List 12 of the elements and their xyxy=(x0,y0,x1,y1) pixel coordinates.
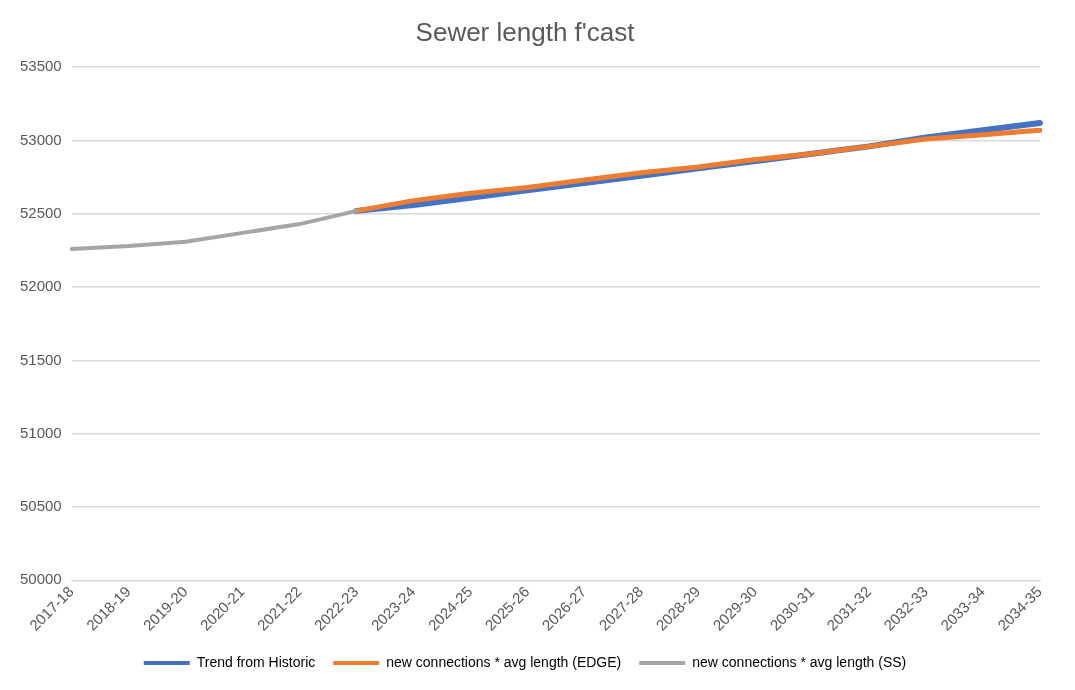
legend-label: new connections * avg length (EDGE) xyxy=(386,653,622,670)
legend-label: new connections * avg length (SS) xyxy=(692,653,907,670)
y-tick-label: 50000 xyxy=(19,570,62,588)
legend-label: Trend from Historic xyxy=(196,653,316,670)
y-tick-label: 51000 xyxy=(19,423,62,441)
chart-title: Sewer length f'cast xyxy=(415,16,636,47)
y-tick-label: 51500 xyxy=(19,350,62,368)
y-tick-label: 53500 xyxy=(19,57,62,75)
y-tick-label: 52500 xyxy=(19,203,62,221)
y-tick-label: 50500 xyxy=(19,497,62,515)
y-tick-label: 52000 xyxy=(19,277,62,295)
y-tick-label: 53000 xyxy=(19,130,62,148)
